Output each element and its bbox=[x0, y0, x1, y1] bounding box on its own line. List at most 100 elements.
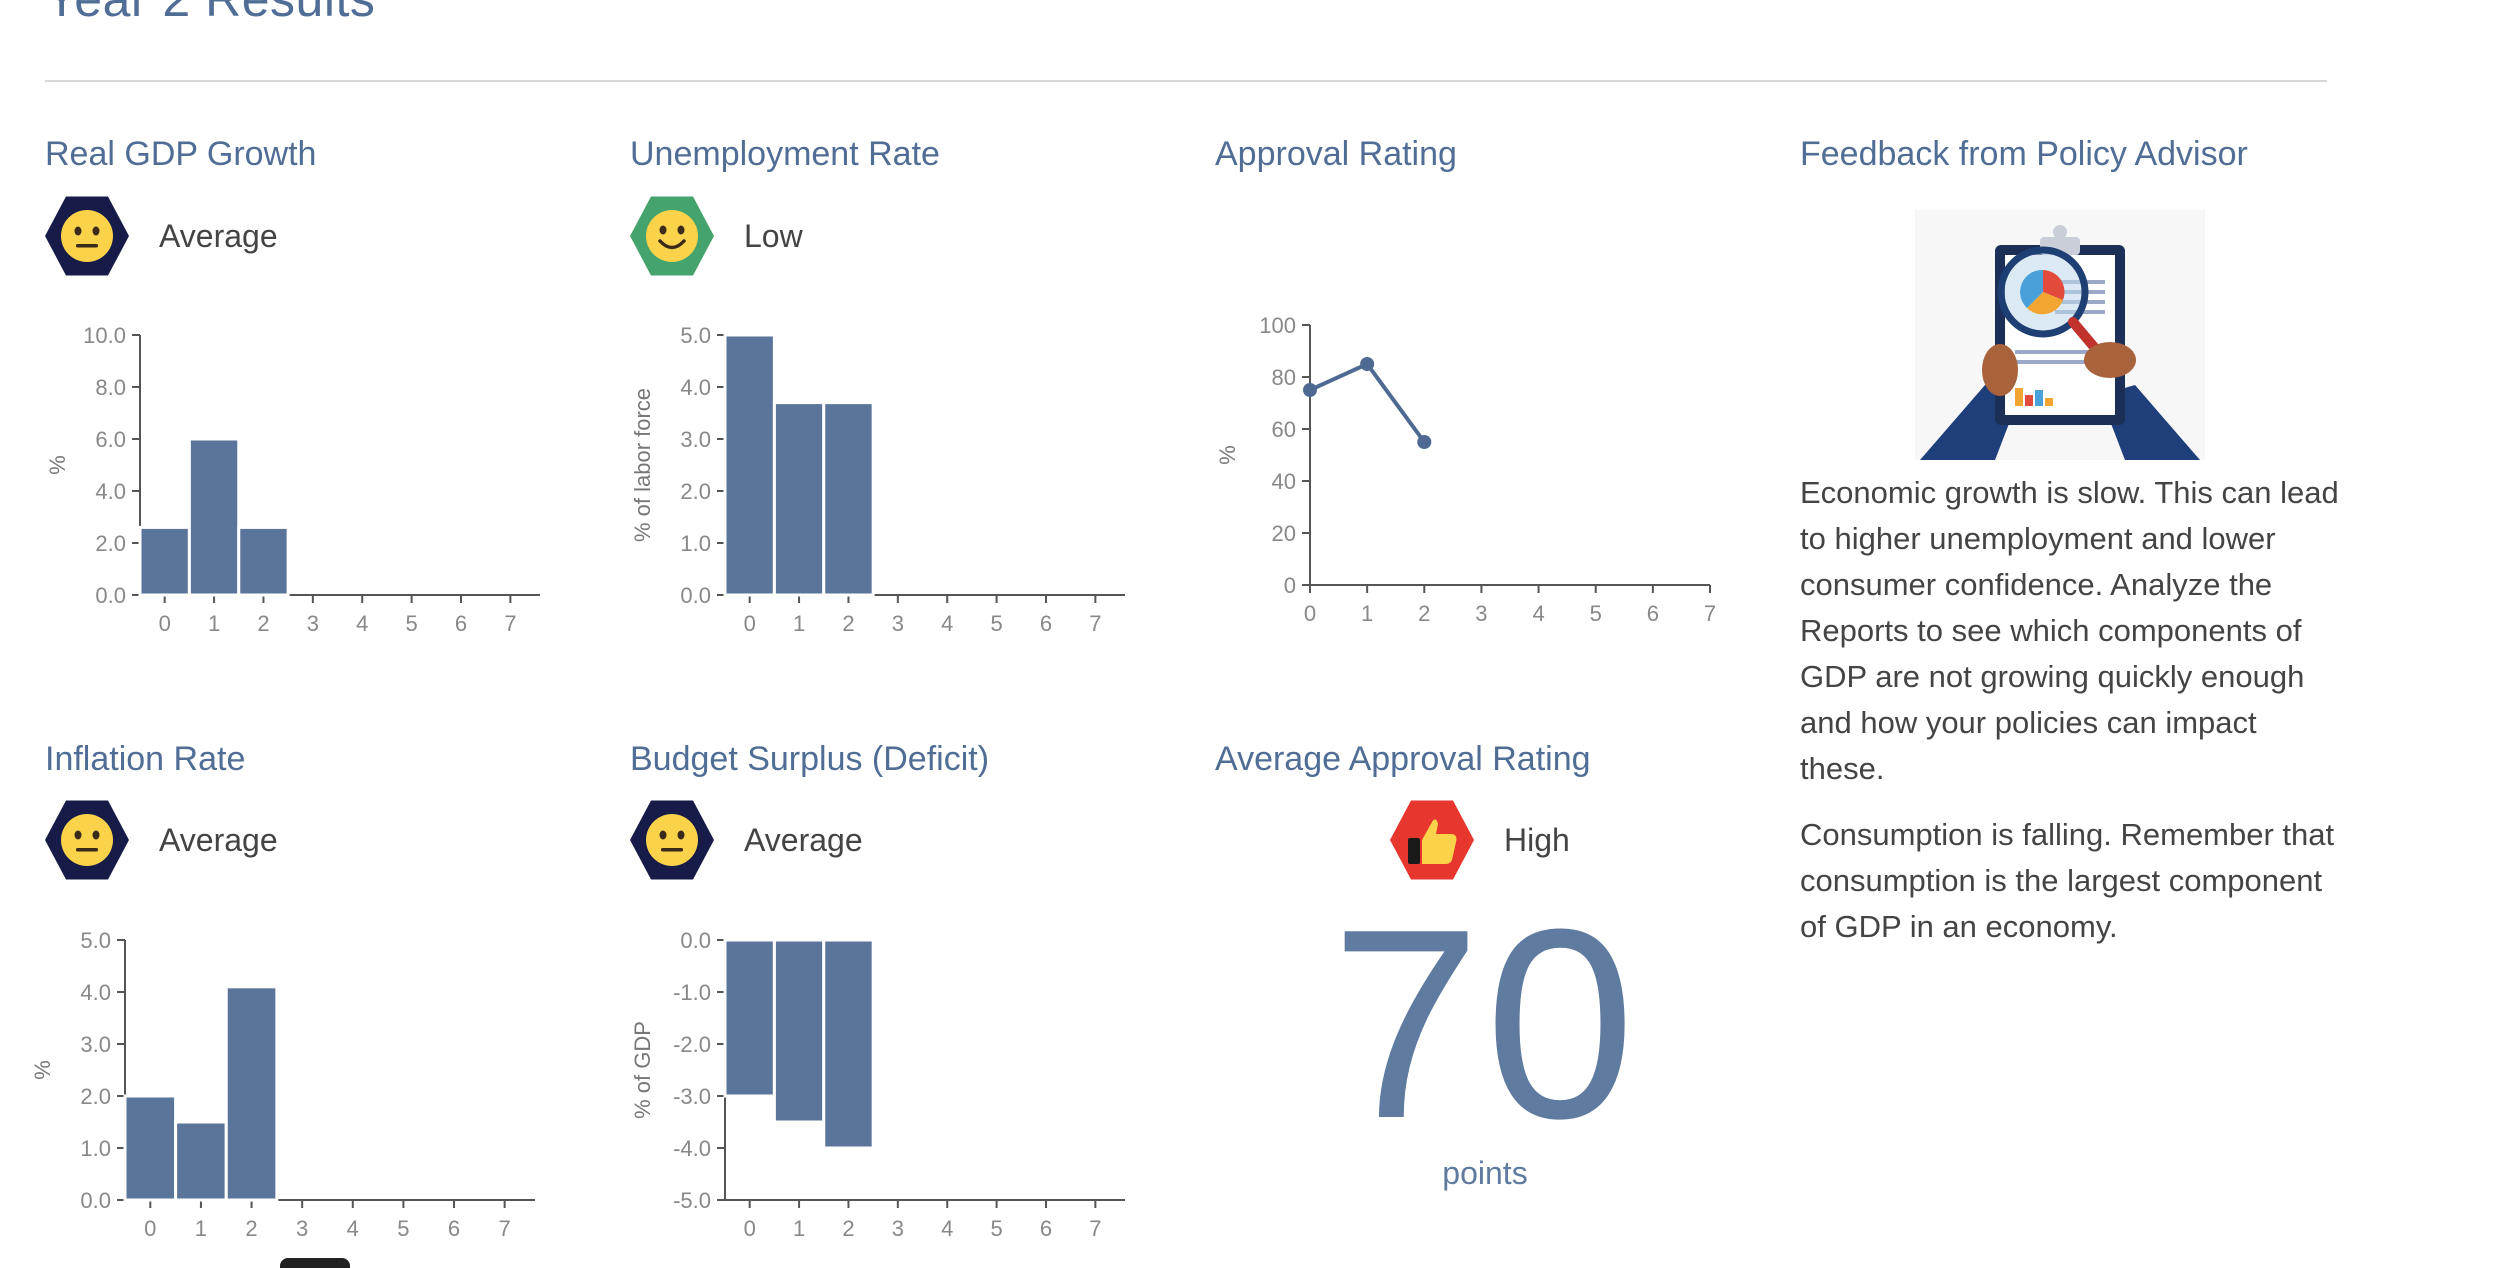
x-tick-label: 7 bbox=[1089, 1216, 1101, 1241]
x-tick-label: 5 bbox=[990, 611, 1002, 636]
data-point bbox=[1303, 383, 1317, 397]
x-tick-label: 1 bbox=[208, 611, 220, 636]
y-tick-label: 0.0 bbox=[95, 583, 126, 608]
feedback-heading: Feedback from Policy Advisor bbox=[1800, 135, 2248, 173]
bar bbox=[174, 1120, 228, 1202]
neutral-face-icon bbox=[646, 814, 698, 866]
y-tick-label: 4.0 bbox=[680, 375, 711, 400]
y-axis-title: % of labor force bbox=[630, 388, 655, 542]
x-tick-label: 1 bbox=[1361, 601, 1373, 626]
inflation-heading: Inflation Rate bbox=[45, 740, 246, 778]
x-tick-label: 0 bbox=[744, 611, 756, 636]
inflation-rating-badge bbox=[45, 800, 129, 880]
data-point bbox=[1360, 357, 1375, 371]
y-axis-title: % bbox=[30, 1060, 55, 1080]
y-tick-label: -5.0 bbox=[673, 1188, 711, 1213]
bar bbox=[123, 1094, 178, 1202]
y-tick-label: 4.0 bbox=[80, 980, 111, 1005]
bar bbox=[772, 401, 826, 597]
x-tick-label: 2 bbox=[245, 1216, 257, 1241]
x-tick-label: 0 bbox=[144, 1216, 156, 1241]
gdp-rating-label: Average bbox=[159, 217, 278, 254]
x-tick-label: 6 bbox=[1647, 601, 1659, 626]
gdp-heading: Real GDP Growth bbox=[45, 135, 317, 173]
y-axis-title: % of GDP bbox=[630, 1021, 655, 1119]
scroll-indicator bbox=[280, 1258, 350, 1268]
x-tick-label: 6 bbox=[455, 611, 467, 636]
average-approval-rating: High bbox=[1390, 798, 1570, 882]
x-tick-label: 4 bbox=[941, 1216, 953, 1241]
y-tick-label: 5.0 bbox=[680, 323, 711, 348]
approval-chart: 0 20 40 60 80 100 0 1 2 3 4 5 6 7% bbox=[1215, 313, 1716, 626]
bar bbox=[822, 401, 875, 597]
y-tick-label: 3.0 bbox=[80, 1032, 111, 1057]
average-approval-unit: points bbox=[1442, 1155, 1528, 1191]
inflation-rating: Average bbox=[45, 798, 278, 882]
average-approval-rating-label: High bbox=[1504, 821, 1570, 858]
budget-heading: Budget Surplus (Deficit) bbox=[630, 740, 990, 778]
x-tick-label: 0 bbox=[744, 1216, 756, 1241]
x-tick-label: 7 bbox=[504, 611, 516, 636]
x-tick-label: 4 bbox=[356, 611, 368, 636]
x-tick-label: 0 bbox=[159, 611, 171, 636]
bar bbox=[723, 938, 776, 1098]
unemployment-rating: Low bbox=[630, 194, 803, 278]
y-tick-label: 0.0 bbox=[680, 928, 711, 953]
y-tick-label: 0 bbox=[1284, 573, 1296, 598]
x-tick-label: 0 bbox=[1304, 601, 1316, 626]
gdp-rating: Average bbox=[45, 194, 278, 278]
unemployment-rating-badge bbox=[630, 196, 714, 276]
neutral-face-icon bbox=[61, 814, 113, 866]
x-tick-label: 3 bbox=[892, 1216, 904, 1241]
x-tick-label: 4 bbox=[347, 1216, 359, 1241]
y-tick-label: 0.0 bbox=[680, 583, 711, 608]
y-tick-label: 6.0 bbox=[95, 427, 126, 452]
y-tick-label: 60 bbox=[1272, 417, 1296, 442]
y-tick-label: 0.0 bbox=[80, 1188, 111, 1213]
unemployment-heading: Unemployment Rate bbox=[630, 135, 940, 173]
y-tick-label: -3.0 bbox=[673, 1084, 711, 1109]
average-approval-score: 70 bbox=[1330, 874, 1640, 1175]
y-tick-label: 3.0 bbox=[680, 427, 711, 452]
y-tick-label: 5.0 bbox=[80, 928, 111, 953]
budget-rating-badge bbox=[630, 800, 714, 880]
bar bbox=[822, 938, 875, 1150]
x-tick-label: 5 bbox=[990, 1216, 1002, 1241]
y-tick-label: 40 bbox=[1272, 469, 1296, 494]
page-title: Year 2 Results bbox=[45, 0, 375, 28]
thumbs-up-icon bbox=[1408, 819, 1457, 864]
y-axis-title: % bbox=[1215, 445, 1240, 465]
y-axis-title: % bbox=[45, 455, 70, 475]
bar bbox=[138, 525, 191, 597]
x-tick-label: 4 bbox=[941, 611, 953, 636]
x-tick-label: 2 bbox=[1418, 601, 1430, 626]
feedback-paragraph: Economic growth is slow. This can lead t… bbox=[1800, 475, 2339, 786]
approval-line bbox=[1309, 361, 1426, 444]
clipboard-magnifier-illustration bbox=[1915, 210, 2205, 460]
y-tick-label: -4.0 bbox=[673, 1136, 711, 1161]
y-tick-label: -2.0 bbox=[673, 1032, 711, 1057]
y-tick-label: 2.0 bbox=[95, 531, 126, 556]
y-tick-label: 2.0 bbox=[80, 1084, 111, 1109]
x-tick-label: 4 bbox=[1532, 601, 1544, 626]
x-tick-label: 7 bbox=[499, 1216, 511, 1241]
gdp-rating-badge bbox=[45, 196, 129, 276]
feedback-paragraph: Consumption is falling. Remember that co… bbox=[1800, 817, 2335, 944]
y-tick-label: 10.0 bbox=[83, 323, 126, 348]
y-tick-label: 20 bbox=[1272, 521, 1296, 546]
y-tick-label: 2.0 bbox=[680, 479, 711, 504]
inflation-chart: 0.0 1.0 2.0 3.0 4.0 5.0 0 1 2 3 4 5 6 7% bbox=[30, 928, 535, 1241]
x-tick-label: 3 bbox=[892, 611, 904, 636]
y-tick-label: 8.0 bbox=[95, 375, 126, 400]
x-tick-label: 3 bbox=[307, 611, 319, 636]
inflation-rating-label: Average bbox=[159, 821, 278, 858]
average-approval-rating-badge bbox=[1390, 800, 1474, 880]
smile-face-icon bbox=[646, 210, 698, 262]
x-tick-label: 6 bbox=[1040, 1216, 1052, 1241]
unemployment-rating-label: Low bbox=[744, 217, 803, 254]
x-tick-label: 7 bbox=[1089, 611, 1101, 636]
y-tick-label: 1.0 bbox=[680, 531, 711, 556]
x-tick-label: 7 bbox=[1704, 601, 1716, 626]
x-tick-label: 5 bbox=[405, 611, 417, 636]
x-tick-label: 2 bbox=[257, 611, 269, 636]
